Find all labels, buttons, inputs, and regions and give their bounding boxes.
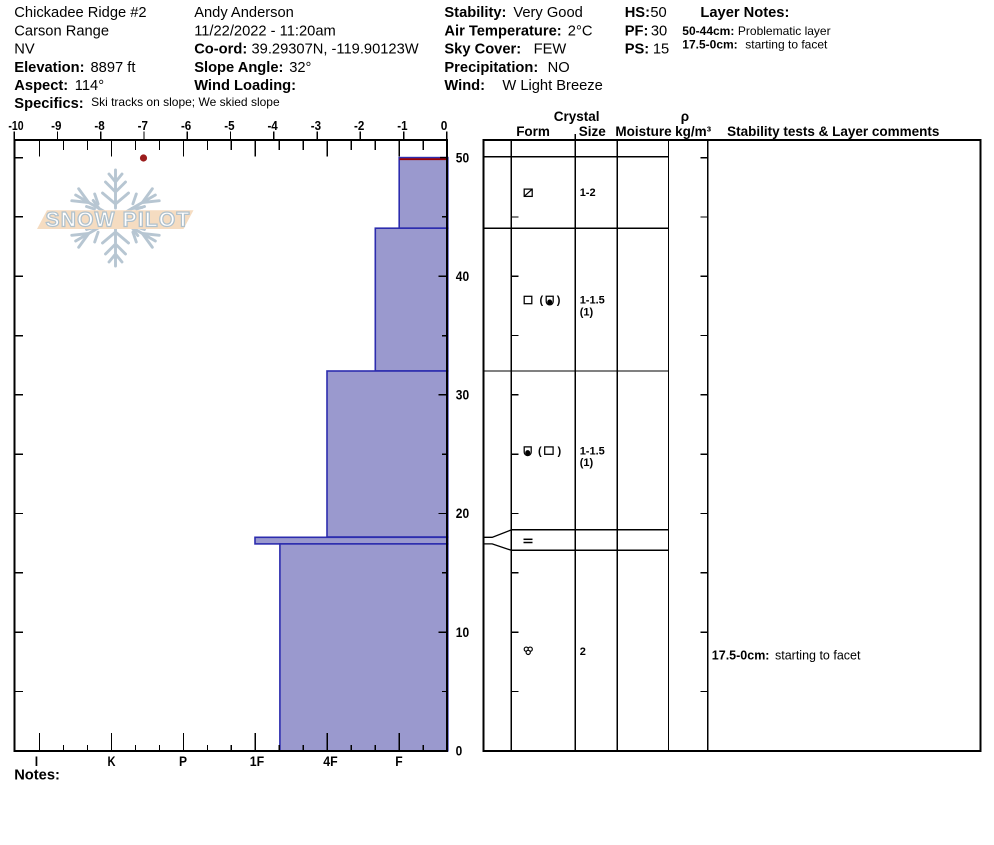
svg-text:-2: -2 — [354, 118, 364, 133]
svg-text:Wind Loading:: Wind Loading: — [194, 78, 296, 94]
svg-text:): ) — [557, 295, 561, 307]
svg-text:-8: -8 — [94, 118, 104, 133]
svg-text:Elevation:: Elevation: — [14, 60, 84, 76]
svg-text:Andy Anderson: Andy Anderson — [194, 5, 294, 21]
svg-text:(: ( — [538, 445, 542, 457]
svg-text:-7: -7 — [138, 118, 148, 133]
svg-text:1-2: 1-2 — [580, 187, 596, 199]
svg-text:Specifics:: Specifics: — [14, 96, 83, 112]
svg-text:NV: NV — [14, 42, 35, 58]
svg-text:W Light Breeze: W Light Breeze — [502, 78, 602, 94]
svg-text:Stability tests & Layer commen: Stability tests & Layer comments — [727, 124, 939, 139]
svg-text:Very Good: Very Good — [513, 5, 582, 21]
svg-text:10: 10 — [456, 625, 469, 641]
svg-text:Aspect:: Aspect: — [14, 78, 68, 94]
svg-text:Moisture: Moisture — [615, 124, 672, 139]
svg-text:Carson Range: Carson Range — [14, 23, 109, 39]
svg-text:-10: -10 — [8, 118, 23, 133]
svg-text:Layer Notes:: Layer Notes: — [700, 5, 789, 21]
svg-text:Form: Form — [516, 124, 550, 139]
svg-text:-5: -5 — [224, 118, 234, 133]
svg-text:4F: 4F — [323, 754, 338, 770]
svg-text:Precipitation:: Precipitation: — [444, 60, 538, 76]
svg-text:Ski tracks on slope; We skied: Ski tracks on slope; We skied slope — [91, 95, 280, 109]
svg-text:1-1.5: 1-1.5 — [580, 445, 605, 457]
svg-text:50: 50 — [650, 5, 666, 21]
svg-text:Air Temperature:: Air Temperature: — [444, 23, 561, 39]
svg-text:-9: -9 — [51, 118, 61, 133]
svg-text:FEW: FEW — [534, 42, 567, 58]
svg-text:kg/m³: kg/m³ — [675, 124, 712, 139]
svg-text:Chickadee Ridge #2: Chickadee Ridge #2 — [14, 5, 146, 21]
svg-text:2°C: 2°C — [568, 23, 593, 39]
svg-text:32°: 32° — [289, 60, 311, 76]
svg-text:-6: -6 — [181, 118, 191, 133]
svg-text:PS:: PS: — [625, 42, 649, 58]
svg-text:ρ: ρ — [681, 109, 689, 124]
svg-text:50-44cm:: 50-44cm: — [682, 24, 734, 38]
svg-text:1-1.5: 1-1.5 — [580, 295, 605, 307]
svg-text:NO: NO — [548, 60, 570, 76]
svg-text:Stability:: Stability: — [444, 5, 506, 21]
svg-text:): ) — [558, 445, 562, 457]
svg-text:11/22/2022 - 11:20am: 11/22/2022 - 11:20am — [194, 23, 336, 39]
svg-text:17.5-0cm:: 17.5-0cm: — [682, 38, 737, 52]
svg-text:40: 40 — [456, 269, 469, 285]
svg-text:0: 0 — [441, 118, 448, 133]
svg-text:20: 20 — [456, 506, 469, 522]
svg-text:PF:: PF: — [625, 23, 649, 39]
svg-text:I: I — [35, 754, 38, 770]
svg-text:starting to facet: starting to facet — [745, 38, 828, 52]
svg-text:39.29307N, -119.90123W: 39.29307N, -119.90123W — [252, 42, 419, 58]
svg-text:F: F — [395, 754, 403, 770]
svg-text:30: 30 — [651, 23, 667, 39]
svg-text:P: P — [179, 754, 187, 770]
svg-text:1F: 1F — [250, 754, 265, 770]
svg-text:(1): (1) — [580, 306, 594, 318]
svg-text:(: ( — [540, 295, 544, 307]
svg-text:114°: 114° — [75, 78, 104, 94]
svg-text:15: 15 — [653, 42, 669, 58]
svg-text:(1): (1) — [580, 457, 594, 469]
svg-text:17.5-0cm:: 17.5-0cm: — [712, 649, 770, 663]
svg-text:Notes:: Notes: — [14, 768, 60, 784]
svg-text:-3: -3 — [311, 118, 321, 133]
svg-text:Crystal: Crystal — [554, 109, 600, 124]
svg-text:K: K — [108, 754, 117, 770]
svg-text:Sky Cover:: Sky Cover: — [444, 42, 521, 58]
svg-text:SNOW PILOT: SNOW PILOT — [46, 209, 191, 232]
svg-text:30: 30 — [456, 388, 469, 404]
svg-text:0: 0 — [456, 744, 463, 760]
svg-text:-4: -4 — [267, 118, 278, 133]
svg-text:Size: Size — [579, 124, 607, 139]
svg-text:-1: -1 — [397, 118, 407, 133]
svg-text:Slope Angle:: Slope Angle: — [194, 60, 283, 76]
svg-text:starting to facet: starting to facet — [775, 649, 861, 663]
svg-text:HS:: HS: — [625, 5, 650, 21]
svg-text:Co-ord:: Co-ord: — [194, 42, 247, 58]
svg-text:Wind:: Wind: — [444, 78, 485, 94]
svg-text:2: 2 — [580, 646, 586, 658]
svg-text:50: 50 — [456, 150, 469, 166]
svg-text:Problematic layer: Problematic layer — [738, 24, 831, 38]
svg-text:8897 ft: 8897 ft — [91, 60, 136, 76]
